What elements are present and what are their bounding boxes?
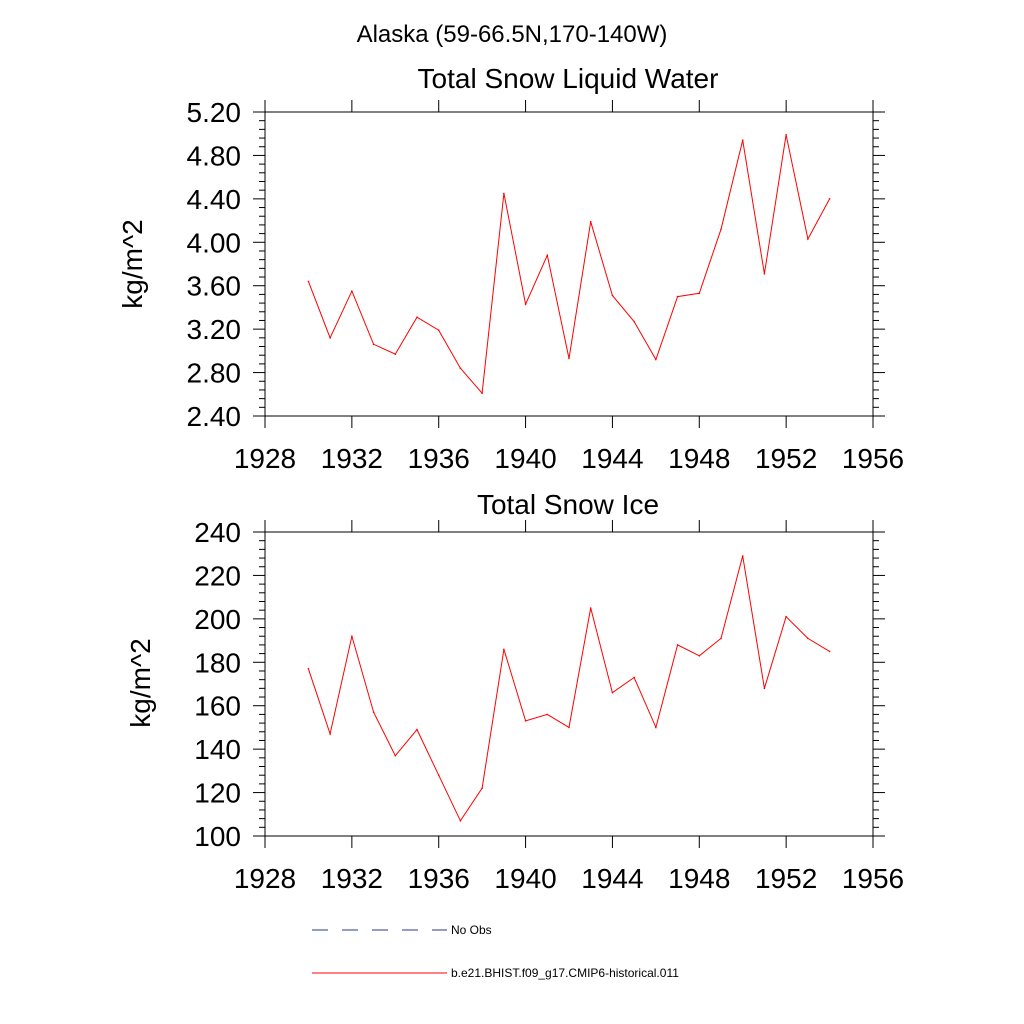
data-point [807,637,809,640]
x-tick-label: 1936 [408,863,470,894]
snow-ice-panel: Total Snow Ice kg/m^2 1928 1932 1936 1940 19… [125,489,904,894]
legend-label-no-obs: No Obs [451,923,492,937]
y-tick-label: 4.40 [187,184,242,215]
x-tick-label: 1928 [234,443,296,474]
x-tick-label: 1940 [494,443,556,474]
x-tick-label: 1956 [842,443,904,474]
x-tick-label: 1948 [668,443,730,474]
data-point [785,134,787,136]
data-point [416,728,418,731]
y-tick-label: 2.40 [187,401,242,432]
data-point [828,198,831,200]
y-tick-label: 100 [194,821,241,852]
data-point [459,367,462,370]
data-point [307,280,310,283]
data-point [416,316,418,319]
data-point [503,192,505,195]
data-point [589,220,592,223]
data-point [372,343,375,346]
data-point [503,648,505,651]
data-point [676,644,679,646]
x-tick-label: 1928 [234,863,296,894]
data-point [655,726,657,729]
data-point [546,254,549,257]
data-point [546,713,549,716]
data-point [676,295,679,298]
x-tick-label: 1952 [755,443,817,474]
y-tick-label: 2.80 [187,358,242,389]
x-tick-label: 1936 [408,443,470,474]
data-point [741,555,744,557]
data-point [437,329,440,332]
y-axis-label: kg/m^2 [117,219,148,308]
y-tick-label: 240 [194,517,241,548]
series-line [307,134,831,395]
x-tick-label: 1932 [321,443,383,474]
data-point [589,607,592,609]
data-point [329,733,331,735]
legend: No Obs b.e21.BHIST.f09_g17.CMIP6-histori… [312,923,679,980]
data-point [763,687,766,690]
data-point [785,615,787,618]
y-axis-label: kg/m^2 [125,638,156,727]
x-tick-label: 1944 [581,443,643,474]
data-point [611,294,614,297]
data-point [828,650,831,653]
data-point [394,353,397,355]
data-point [372,711,375,714]
x-tick-label: 1952 [755,863,817,894]
data-point [633,320,635,323]
y-tick-label: 180 [194,647,241,678]
data-point [437,774,440,776]
data-point [394,754,397,757]
data-point [307,668,310,670]
x-tick-label: 1932 [321,863,383,894]
figure-suptitle: Alaska (59-66.5N,170-140W) [357,21,668,48]
y-tick-label: 3.60 [187,271,242,302]
data-point [524,720,527,722]
panel-title: Total Snow Liquid Water [418,63,719,94]
y-tick-label: 200 [194,604,241,635]
plot-frame [264,531,874,837]
series-line [307,555,830,822]
y-tick-label: 4.80 [187,140,242,171]
data-point [459,820,462,822]
data-point [568,357,570,360]
y-tick-label: 3.20 [187,314,242,345]
data-point [741,139,744,142]
legend-label-model: b.e21.BHIST.f09_g17.CMIP6-historical.011 [451,966,679,980]
y-tick-label: 120 [194,778,241,809]
data-point [524,303,527,305]
x-tick-label: 1956 [842,863,904,894]
data-point [568,726,570,729]
y-tick-label: 4.00 [187,227,242,258]
panel-title: Total Snow Ice [477,489,659,520]
data-point [720,228,722,231]
y-tick-label: 140 [194,734,241,765]
x-tick-label: 1944 [581,863,643,894]
y-tick-label: 5.20 [187,97,242,128]
data-point [351,635,353,638]
x-tick-label: 1940 [494,863,556,894]
y-tick-label: 220 [194,560,241,591]
data-point [481,392,483,395]
snow-liquid-water-panel: Total Snow Liquid Water kg/m^2 1928 1932 1… [117,63,904,474]
data-point [351,290,353,292]
data-point [481,787,483,790]
data-point [655,358,657,361]
data-point [720,637,722,640]
data-point [698,292,701,295]
data-point [633,676,635,679]
data-point [698,654,701,657]
y-tick-label: 160 [194,691,241,722]
data-point [329,337,331,339]
x-tick-label: 1948 [668,863,730,894]
data-point [763,272,766,275]
data-point [807,238,809,240]
plot-frame [264,111,874,417]
data-point [611,691,614,694]
